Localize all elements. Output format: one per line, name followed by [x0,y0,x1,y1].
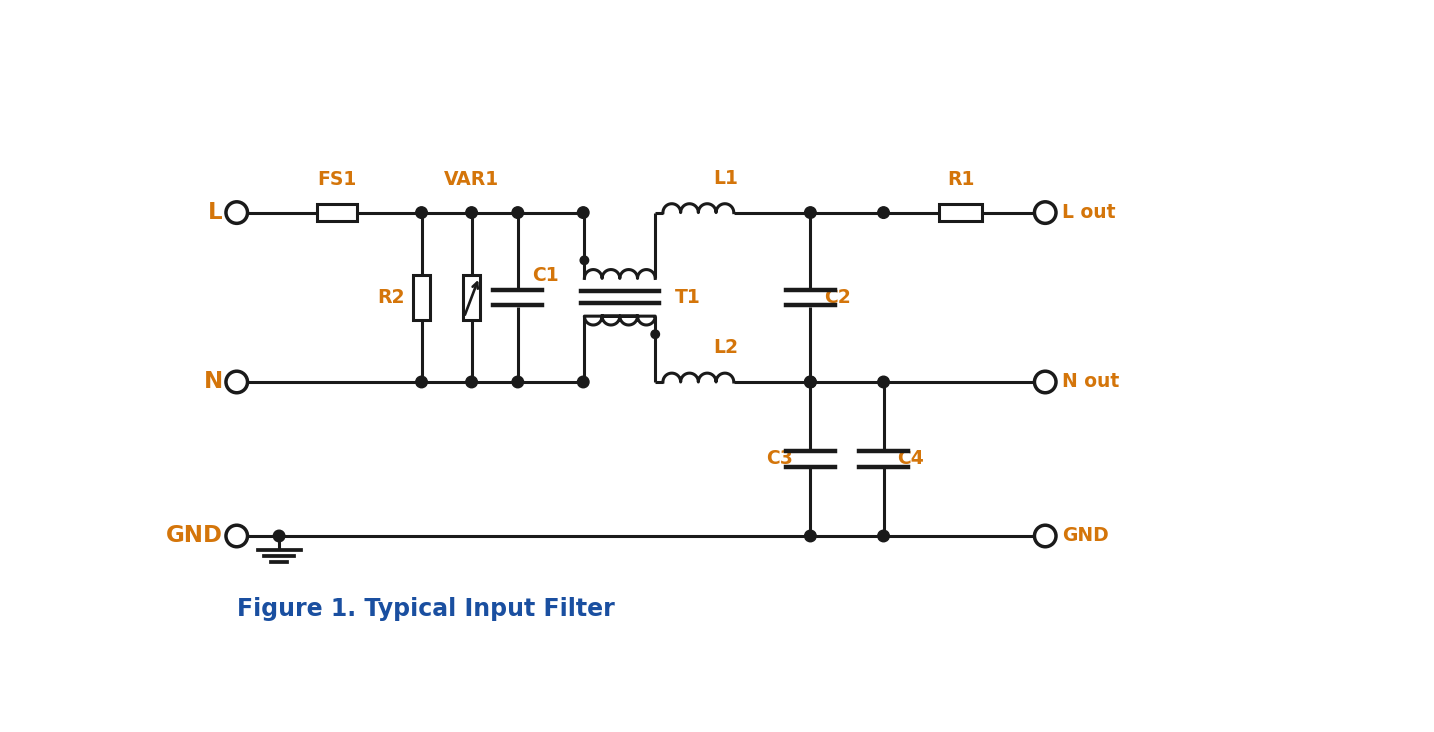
Text: Figure 1. Typical Input Filter: Figure 1. Typical Input Filter [237,597,615,621]
Text: C3: C3 [767,449,793,468]
Text: L: L [208,201,222,224]
Circle shape [578,376,589,388]
Circle shape [512,376,523,388]
Text: L out: L out [1063,203,1116,222]
Circle shape [878,207,889,218]
Circle shape [466,376,478,388]
Text: T1: T1 [674,288,700,307]
Bar [317,204,357,221]
Text: R2: R2 [377,288,404,307]
Text: C2: C2 [825,288,850,307]
Bar [413,275,430,320]
Circle shape [578,207,589,218]
Text: GND: GND [1063,526,1108,545]
Circle shape [416,376,427,388]
Circle shape [581,256,588,264]
Text: N out: N out [1063,373,1120,392]
Text: C1: C1 [532,266,558,285]
Text: C4: C4 [898,449,923,468]
Circle shape [466,207,478,218]
Circle shape [804,530,816,542]
Text: FS1: FS1 [317,171,357,190]
Text: L2: L2 [713,338,739,357]
Circle shape [878,530,889,542]
Circle shape [804,207,816,218]
Bar [939,204,982,221]
Circle shape [804,376,816,388]
Bar [463,275,480,320]
Text: R1: R1 [946,171,974,190]
Text: N: N [204,370,222,394]
Text: GND: GND [166,525,222,548]
Circle shape [804,376,816,388]
Circle shape [416,207,427,218]
Text: L1: L1 [713,169,739,188]
Circle shape [878,376,889,388]
Text: VAR1: VAR1 [445,171,499,190]
Circle shape [274,530,285,542]
Circle shape [651,330,660,338]
Circle shape [512,207,523,218]
